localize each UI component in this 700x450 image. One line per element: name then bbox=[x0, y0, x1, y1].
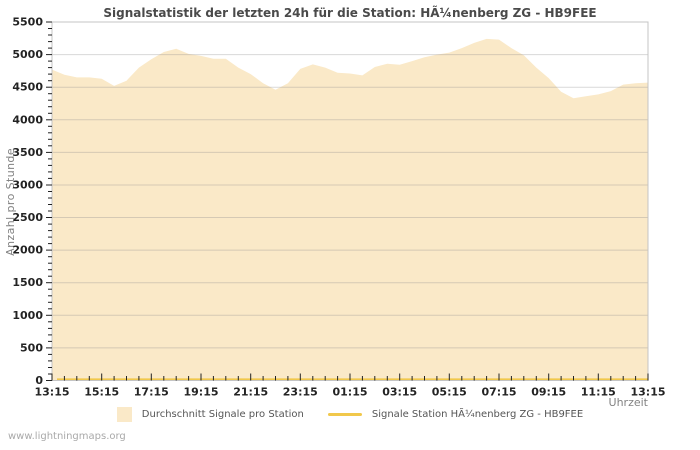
legend-area-swatch-icon bbox=[116, 407, 132, 422]
chart-title: Signalstatistik der letzten 24h für die … bbox=[103, 6, 597, 20]
y-tick-label: 1500 bbox=[12, 276, 43, 289]
y-tick-label: 0 bbox=[35, 374, 43, 387]
legend-label-average: Durchschnitt Signale pro Station bbox=[141, 409, 304, 420]
x-tick-label: 21:15 bbox=[233, 386, 268, 399]
x-tick-label: 07:15 bbox=[481, 386, 516, 399]
x-tick-label: 03:15 bbox=[382, 386, 417, 399]
legend-line-swatch-icon bbox=[327, 413, 362, 416]
y-tick-label: 2500 bbox=[12, 211, 43, 224]
x-tick-label: 09:15 bbox=[531, 386, 566, 399]
y-tick-label: 500 bbox=[20, 341, 43, 354]
y-tick-label: 4000 bbox=[12, 113, 43, 126]
legend: Durchschnitt Signale pro Station Signale… bbox=[0, 407, 700, 422]
x-tick-label: 19:15 bbox=[183, 386, 218, 399]
x-tick-label: 11:15 bbox=[581, 386, 616, 399]
watermark: www.lightningmaps.org bbox=[8, 431, 126, 442]
y-tick-label: 1000 bbox=[12, 309, 43, 322]
legend-item-average: Durchschnitt Signale pro Station bbox=[116, 407, 304, 422]
x-tick-label: 15:15 bbox=[84, 386, 119, 399]
x-tick-label: 01:15 bbox=[332, 386, 367, 399]
y-tick-label: 5000 bbox=[12, 48, 43, 61]
y-tick-label: 3500 bbox=[12, 146, 43, 159]
x-axis-title: Uhrzeit bbox=[608, 396, 648, 409]
y-tick-label: 5500 bbox=[12, 16, 43, 29]
y-tick-label: 2000 bbox=[12, 244, 43, 257]
y-tick-label: 3000 bbox=[12, 179, 43, 192]
x-tick-label: 23:15 bbox=[283, 386, 318, 399]
area-series bbox=[52, 38, 648, 381]
x-tick-label: 13:15 bbox=[34, 386, 69, 399]
y-tick-label: 4500 bbox=[12, 81, 43, 94]
x-tick-label: 17:15 bbox=[134, 386, 169, 399]
legend-label-station: Signale Station HÃ¼nenberg ZG - HB9FEE bbox=[371, 409, 584, 420]
legend-item-station: Signale Station HÃ¼nenberg ZG - HB9FEE bbox=[327, 409, 584, 420]
x-tick-label: 05:15 bbox=[432, 386, 467, 399]
x-tick-label: 13:15 bbox=[630, 386, 665, 399]
